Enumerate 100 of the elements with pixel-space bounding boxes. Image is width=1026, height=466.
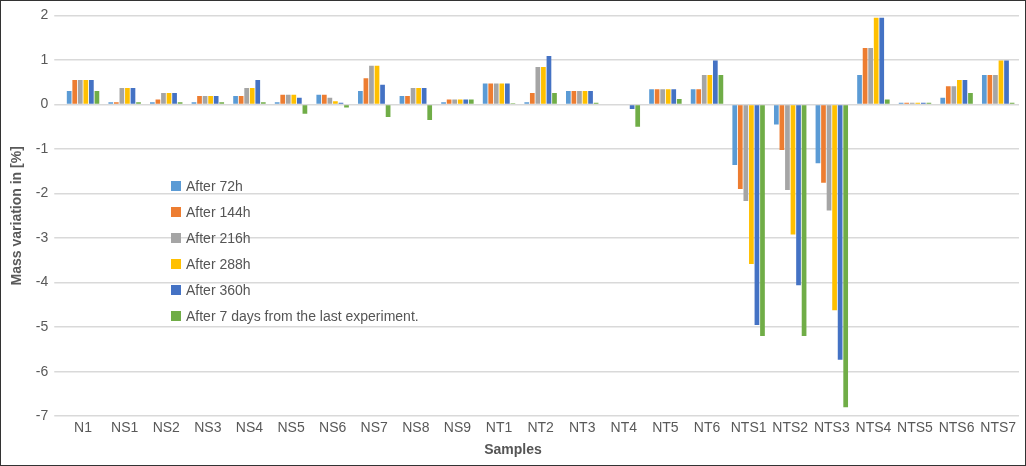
bar (468, 99, 474, 104)
bar (785, 105, 790, 190)
bar (879, 17, 885, 104)
bar (712, 60, 718, 104)
bar (821, 105, 826, 183)
bar (832, 105, 837, 311)
bar (957, 79, 962, 104)
x-tick-label: NS5 (277, 419, 305, 436)
x-tick-label: NS9 (443, 419, 472, 436)
x-tick-label: NTS1 (730, 419, 767, 436)
x-tick-label: NS8 (402, 419, 430, 436)
x-tick-label: NTS5 (897, 419, 934, 436)
bar (981, 75, 987, 104)
x-axis-title: Samples (483, 441, 543, 457)
bar (857, 75, 862, 104)
y-tick-label: -2 (35, 184, 49, 201)
bar (72, 79, 78, 104)
bar (333, 101, 338, 104)
x-tick-label: NTS2 (772, 419, 809, 436)
x-tick-label: NT1 (485, 419, 513, 436)
bar (452, 99, 458, 104)
bar (66, 91, 72, 104)
bar (457, 99, 463, 104)
y-tick-label: -7 (35, 407, 49, 424)
y-tick-label: 1 (40, 50, 49, 67)
bar (285, 94, 291, 104)
bar (707, 75, 713, 104)
x-tick-label: NT3 (569, 419, 596, 436)
y-tick-label: -3 (35, 228, 49, 245)
bar (690, 89, 696, 104)
bar (504, 83, 510, 104)
bar (635, 105, 641, 127)
y-tick-label: -6 (35, 362, 49, 379)
bar (676, 99, 682, 104)
bar (665, 89, 671, 104)
bar (427, 105, 433, 121)
bar (884, 99, 890, 104)
bar (280, 94, 286, 104)
legend-label: After 216h (186, 229, 251, 248)
legend-label: After 288h (186, 255, 251, 274)
bar (321, 94, 327, 104)
bar (244, 87, 250, 104)
bar (968, 92, 973, 104)
bar (405, 96, 410, 104)
bar (255, 79, 261, 104)
y-axis-title: Mass variation in [%] (8, 146, 25, 286)
y-tick-label: 0 (40, 95, 49, 112)
x-tick-label: NT4 (610, 419, 638, 436)
x-tick-label: NS7 (360, 419, 389, 436)
y-tick-label: 2 (40, 6, 49, 23)
y-tick-label: -1 (35, 139, 49, 156)
bar (629, 105, 635, 109)
bar (297, 97, 302, 104)
bar (951, 86, 957, 104)
bar (660, 89, 665, 104)
bar (541, 67, 546, 104)
bar (83, 79, 89, 104)
bar (493, 83, 499, 104)
bar (993, 75, 998, 104)
bar (249, 87, 255, 104)
x-tick-label: NS2 (152, 419, 181, 436)
x-tick-label: NS4 (235, 419, 264, 436)
legend-label: After 360h (186, 281, 251, 300)
bar (416, 87, 421, 104)
bar (696, 89, 702, 104)
x-tick-label: NS3 (194, 419, 222, 436)
bar (344, 105, 349, 108)
x-tick-label: NS6 (319, 419, 347, 436)
x-tick-label: NT5 (652, 419, 679, 436)
x-tick-label: N1 (74, 419, 93, 436)
bar (773, 105, 779, 125)
legend-label: After 7 days from the last experiment. (186, 307, 419, 326)
bar (649, 89, 654, 104)
bar (868, 47, 873, 104)
bar (760, 105, 765, 337)
x-tick-label: NTS3 (813, 419, 850, 436)
bar (566, 91, 571, 104)
x-tick-label: NTS4 (855, 419, 892, 436)
bar (671, 89, 677, 104)
bar (552, 92, 557, 104)
bar (499, 83, 505, 104)
bar (197, 96, 202, 104)
bar (291, 94, 297, 104)
bar (125, 87, 130, 104)
bar (737, 105, 743, 190)
bar (482, 83, 488, 104)
bar (213, 96, 219, 104)
bar (488, 83, 494, 104)
x-tick-label: NTS6 (938, 419, 975, 436)
bar (796, 105, 801, 286)
bar (358, 91, 363, 104)
y-tick-label: -4 (35, 273, 49, 290)
bar (732, 105, 738, 166)
bar (1004, 60, 1009, 104)
x-tick-label: NT2 (527, 419, 555, 436)
bar (873, 17, 879, 104)
bar (945, 86, 951, 104)
bar (233, 96, 238, 104)
bar (577, 91, 582, 104)
bar (172, 92, 177, 104)
